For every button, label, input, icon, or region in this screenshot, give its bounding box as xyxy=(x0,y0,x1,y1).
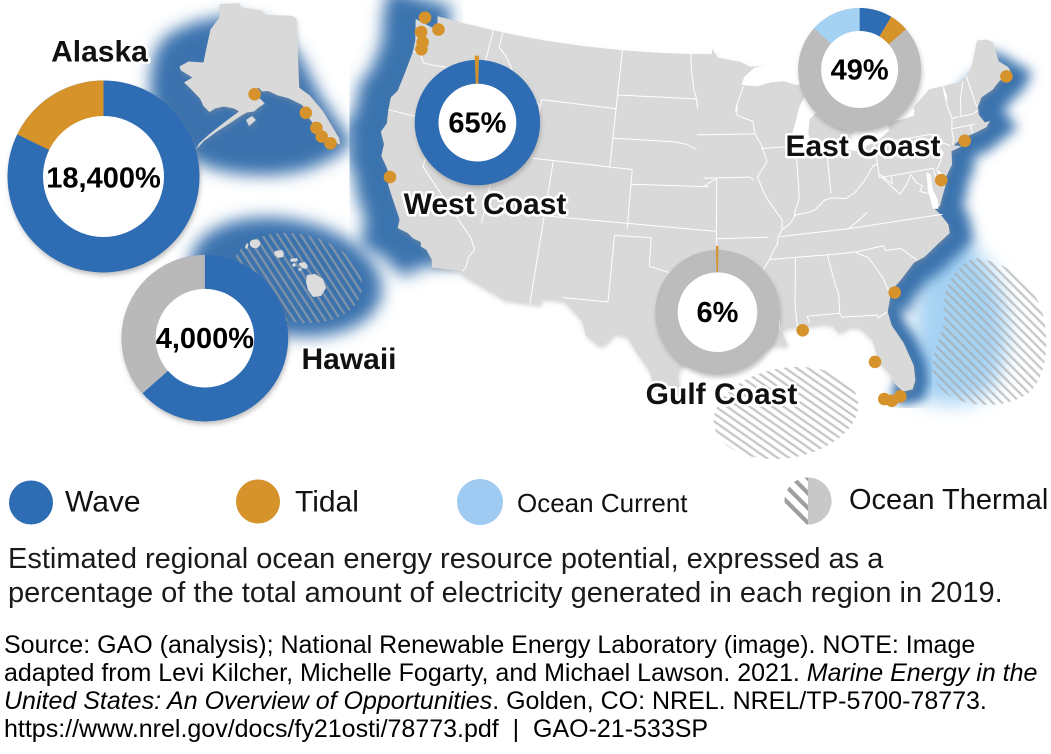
svg-text:Estimated regional ocean energ: Estimated regional ocean energy resource… xyxy=(8,543,884,575)
svg-text:Source: GAO (analysis); Nation: Source: GAO (analysis); National Renewab… xyxy=(4,631,975,659)
svg-text:4,000%: 4,000% xyxy=(156,323,255,355)
svg-text:Tidal: Tidal xyxy=(295,486,359,519)
svg-text:49%: 49% xyxy=(831,55,889,87)
svg-text:Ocean Thermal: Ocean Thermal xyxy=(849,484,1048,516)
svg-text:West Coast: West Coast xyxy=(404,188,567,221)
svg-text:Hawaii: Hawaii xyxy=(301,343,396,376)
svg-text:65%: 65% xyxy=(448,108,506,140)
svg-text:percentage of the total amount: percentage of the total amount of electr… xyxy=(8,577,1003,609)
svg-text:Gulf Coast: Gulf Coast xyxy=(646,378,798,411)
svg-text:Alaska: Alaska xyxy=(51,36,148,69)
svg-text:6%: 6% xyxy=(697,297,739,329)
svg-text:East Coast: East Coast xyxy=(785,130,940,163)
svg-text:Ocean Current: Ocean Current xyxy=(517,488,688,518)
svg-text:18,400%: 18,400% xyxy=(46,163,161,195)
svg-text:adapted from Levi Kilcher, Mic: adapted from Levi Kilcher, Michelle Foga… xyxy=(4,659,1037,687)
svg-text:https://www.nrel.gov/docs/fy21: https://www.nrel.gov/docs/fy21osti/78773… xyxy=(4,715,708,743)
svg-text:Wave: Wave xyxy=(65,486,141,519)
svg-text:United States: An Overview of: United States: An Overview of Opportunit… xyxy=(4,687,987,715)
